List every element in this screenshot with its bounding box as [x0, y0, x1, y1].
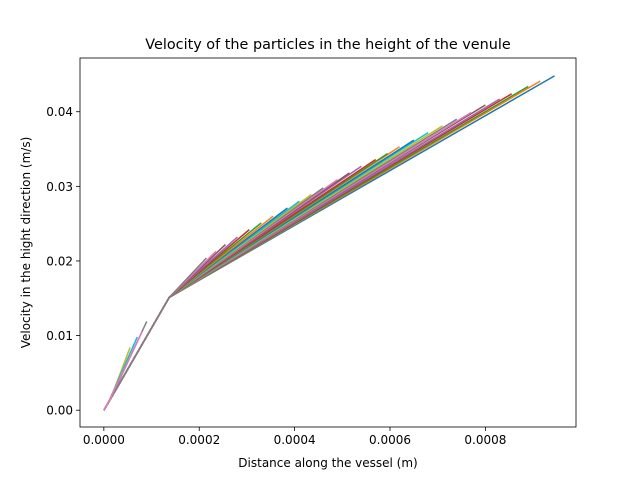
y-axis-label: Velocity in the hight direction (m/s) [19, 137, 33, 349]
x-tick-label: 0.0008 [464, 433, 506, 447]
axes-frame [79, 57, 577, 428]
tick-layer: 0.0000 0.0002 0.0004 0.0006 0.0008 0.00 0.01 0.… [46, 105, 506, 447]
y-tick-label: 0.00 [46, 404, 73, 418]
y-tick-label: 0.01 [46, 329, 73, 343]
x-tick-label: 0.0000 [83, 433, 125, 447]
series-layer [103, 75, 555, 411]
x-tick-label: 0.0002 [178, 433, 220, 447]
x-tick-label: 0.0006 [369, 433, 411, 447]
y-tick-label: 0.04 [46, 105, 73, 119]
short-series-line-4 [103, 331, 143, 411]
chart-title: Velocity of the particles in the height … [145, 37, 511, 53]
x-tick-label: 0.0004 [274, 433, 316, 447]
x-axis-label: Distance along the vessel (m) [238, 456, 417, 470]
y-tick-label: 0.02 [46, 254, 73, 268]
y-tick-label: 0.03 [46, 180, 73, 194]
